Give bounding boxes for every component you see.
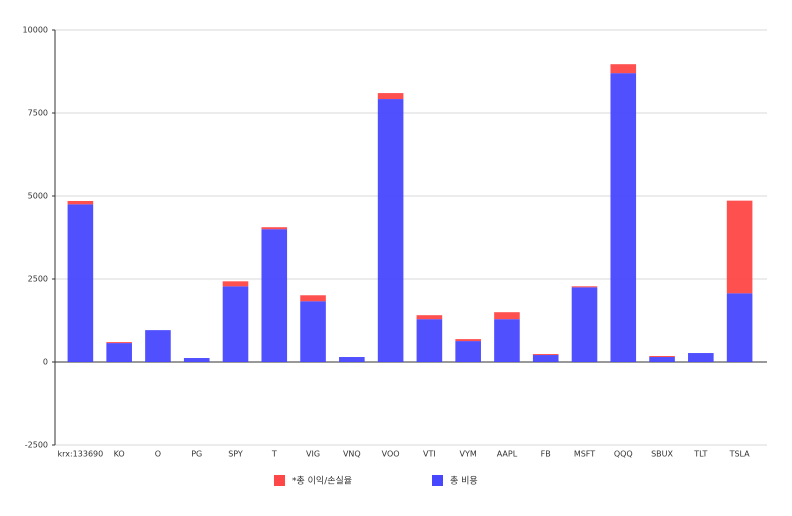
x-tick-label: VTI [423, 450, 436, 459]
bar-segment [494, 319, 520, 362]
bar-segment [300, 301, 326, 362]
bar-segment [649, 357, 675, 362]
bar-segment [300, 295, 326, 302]
y-tick-label: 10000 [23, 26, 48, 35]
x-tick-label: PG [191, 450, 202, 459]
x-tick-label: VYM [460, 450, 477, 459]
x-tick-label: VOO [382, 450, 400, 459]
y-tick-label: 5000 [28, 192, 48, 201]
y-tick-label: 2500 [28, 275, 48, 284]
bar-segment [688, 353, 714, 362]
bar-segment [261, 227, 288, 230]
x-tick-label: VNQ [343, 450, 361, 459]
bar-segment [377, 99, 404, 362]
x-tick-label: O [155, 450, 161, 459]
x-tick-label: FB [541, 450, 551, 459]
bar-segment [222, 281, 249, 287]
bar-segment [571, 286, 598, 288]
x-tick-label: TLT [693, 450, 707, 459]
bar-segment [67, 200, 94, 205]
legend-swatch [274, 475, 285, 486]
x-tick-label: TSLA [729, 450, 751, 459]
x-tick-label: VIG [306, 450, 320, 459]
bar-segment [494, 312, 520, 320]
x-tick-label: T [271, 450, 277, 459]
bar-segment [610, 64, 637, 74]
bar-segment [183, 358, 210, 362]
bar-segment [222, 286, 249, 362]
x-tick-label: KO [114, 450, 125, 459]
bar-segment [532, 355, 559, 362]
x-tick-label: QQQ [614, 450, 633, 459]
bar-segment [532, 354, 559, 356]
x-tick-label: SPY [228, 450, 243, 459]
x-tick-label: AAPL [497, 450, 518, 459]
x-tick-label: MSFT [574, 450, 595, 459]
bar-segment [726, 200, 753, 294]
bar-segment [416, 319, 443, 362]
bar-segment [455, 339, 481, 342]
bar-segment [649, 356, 675, 358]
bar-segment [261, 229, 288, 362]
legend: *총 이익/손실율 총 비용 [274, 475, 478, 487]
legend-swatch [432, 475, 443, 486]
bar-segment [455, 341, 481, 362]
bar-segment [67, 204, 94, 362]
bar-segment [726, 293, 753, 362]
y-tick-label: -2500 [25, 441, 48, 450]
legend-label: 총 비용 [450, 476, 478, 487]
legend-label: *총 이익/손실율 [292, 475, 352, 487]
bar-segment [610, 73, 637, 362]
y-tick-label: 7500 [28, 109, 48, 118]
bar-segment [377, 93, 404, 100]
bar-segment [416, 315, 443, 320]
bar-segment [106, 342, 132, 344]
bar-segment [571, 287, 598, 362]
y-tick-label: 0 [43, 358, 48, 367]
x-tick-label: SBUX [651, 450, 673, 459]
x-tick-label: krx:133690 [58, 450, 104, 459]
bar-segment [106, 343, 132, 362]
bar-segment [145, 330, 171, 362]
bar-segment [339, 357, 365, 362]
